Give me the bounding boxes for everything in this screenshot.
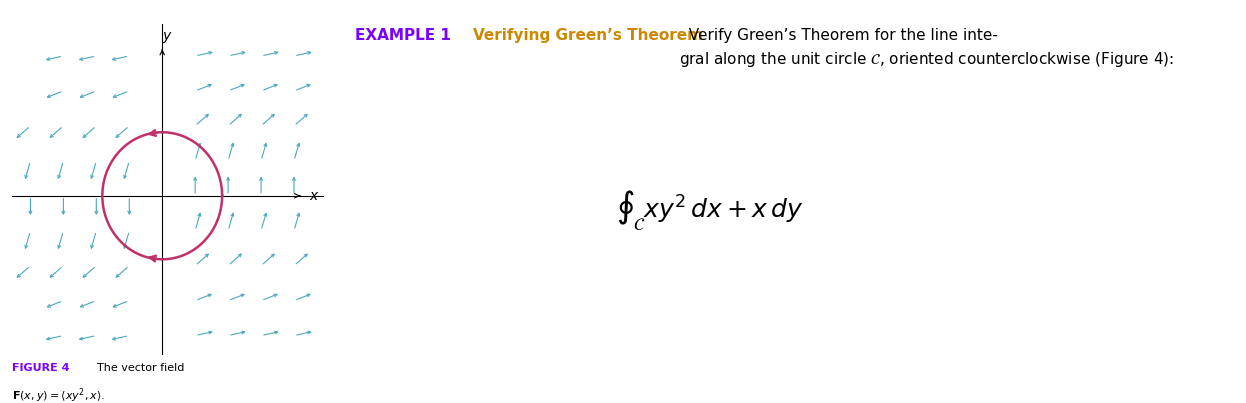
Text: The vector field: The vector field bbox=[97, 363, 184, 373]
Text: $\mathbf{F}(x, y) = \langle xy^2, x\rangle$.: $\mathbf{F}(x, y) = \langle xy^2, x\rang… bbox=[12, 387, 106, 403]
Text: FIGURE 4: FIGURE 4 bbox=[12, 363, 70, 373]
Text: $y$: $y$ bbox=[162, 29, 172, 44]
Text: Verifying Green’s Theorem: Verifying Green’s Theorem bbox=[473, 28, 704, 43]
Text: EXAMPLE 1: EXAMPLE 1 bbox=[355, 28, 451, 43]
Text: Verify Green’s Theorem for the line inte-
gral along the unit circle $\mathcal{C: Verify Green’s Theorem for the line inte… bbox=[679, 28, 1174, 69]
Text: $x$: $x$ bbox=[309, 189, 320, 203]
Text: $\oint_{\mathcal{C}} xy^2\,dx + x\,dy$: $\oint_{\mathcal{C}} xy^2\,dx + x\,dy$ bbox=[617, 188, 804, 231]
